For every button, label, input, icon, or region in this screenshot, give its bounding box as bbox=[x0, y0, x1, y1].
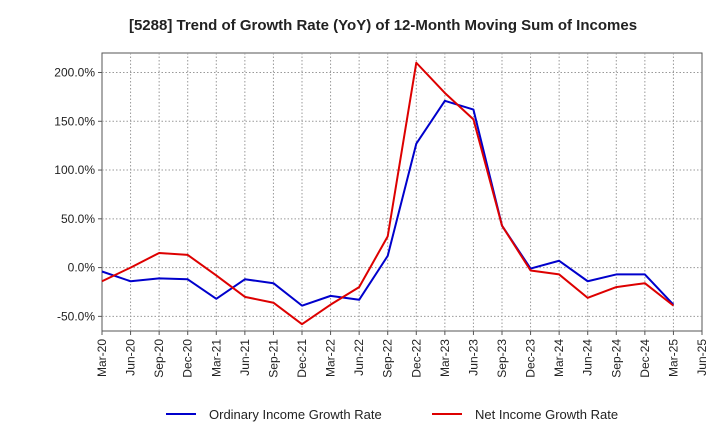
series-line-1 bbox=[101, 99, 675, 307]
x-tick-label: Jun-22 bbox=[352, 339, 366, 376]
grid bbox=[102, 53, 702, 331]
x-tick-label: Dec-21 bbox=[295, 339, 309, 378]
plot-area bbox=[101, 52, 703, 332]
y-tick-label: -50.0% bbox=[57, 309, 95, 323]
x-tick-label: Sep-21 bbox=[266, 339, 280, 378]
y-axis: 200.0% 150.0% 100.0% 50.0% 0.0% -50.0% bbox=[54, 66, 102, 323]
x-tick-label: Sep-23 bbox=[495, 339, 509, 378]
x-tick-label: Mar-21 bbox=[209, 339, 223, 377]
series-line-2 bbox=[101, 61, 675, 326]
x-tick-label: Jun-23 bbox=[466, 339, 480, 376]
x-tick-label: Jun-25 bbox=[695, 339, 709, 376]
x-tick-label: Mar-24 bbox=[552, 339, 566, 377]
y-tick-label: 150.0% bbox=[54, 114, 95, 128]
x-tick-label: Dec-23 bbox=[524, 339, 538, 378]
y-tick-label: 50.0% bbox=[61, 212, 95, 226]
x-axis: Mar-20 Jun-20 Sep-20 Dec-20 Mar-21 Jun-21 Sep-… bbox=[95, 331, 709, 378]
x-tick-label: Mar-22 bbox=[324, 339, 338, 377]
legend-label-2: Net Income Growth Rate bbox=[475, 407, 618, 422]
legend: Ordinary Income Growth Rate Net Income Gr… bbox=[166, 407, 618, 422]
y-tick-label: 100.0% bbox=[54, 163, 95, 177]
y-tick-label: 200.0% bbox=[54, 66, 95, 80]
x-tick-label: Sep-20 bbox=[152, 339, 166, 378]
x-tick-label: Dec-22 bbox=[409, 339, 423, 378]
x-tick-label: Jun-20 bbox=[124, 339, 138, 376]
x-tick-label: Dec-20 bbox=[181, 339, 195, 378]
x-tick-label: Mar-25 bbox=[666, 339, 680, 377]
x-tick-label: Mar-23 bbox=[438, 339, 452, 377]
x-tick-label: Jun-21 bbox=[238, 339, 252, 376]
x-tick-label: Sep-24 bbox=[609, 339, 623, 378]
x-tick-label: Sep-22 bbox=[381, 339, 395, 378]
x-tick-label: Mar-20 bbox=[95, 339, 109, 377]
chart-title: [5288] Trend of Growth Rate (YoY) of 12-… bbox=[129, 17, 637, 34]
x-tick-label: Dec-24 bbox=[638, 339, 652, 378]
series-lines bbox=[101, 61, 675, 326]
y-tick-label: 0.0% bbox=[68, 261, 96, 275]
legend-label-1: Ordinary Income Growth Rate bbox=[209, 407, 382, 422]
x-tick-label: Jun-24 bbox=[581, 339, 595, 376]
